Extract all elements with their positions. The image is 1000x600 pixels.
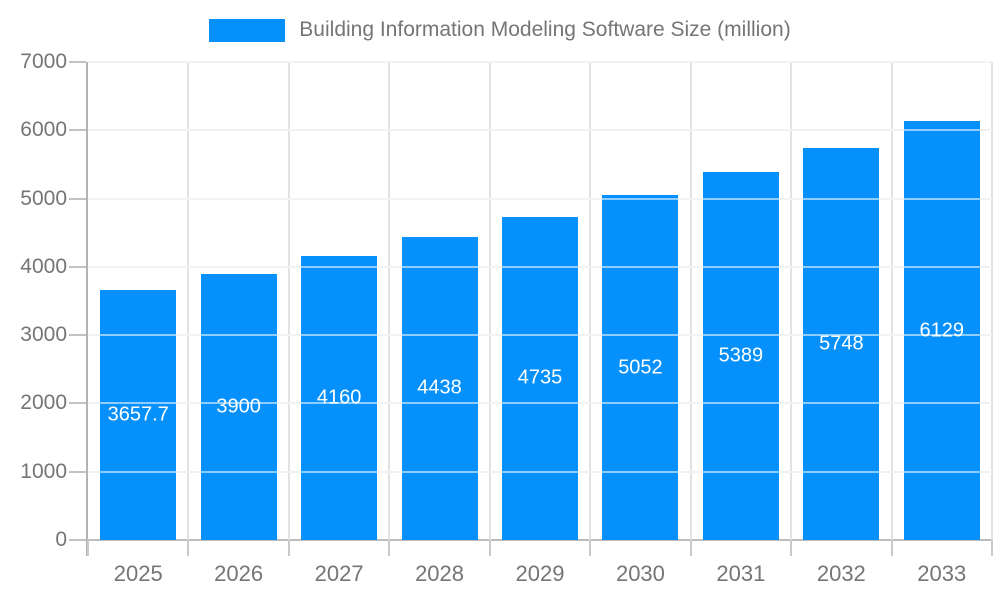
bar-2033[interactable]: 6129 bbox=[903, 121, 980, 540]
gridline-v-2 bbox=[287, 62, 290, 540]
y-axis-tick-0 bbox=[69, 539, 86, 541]
x-axis-tick-7 bbox=[790, 540, 793, 556]
bar-value-label-2033: 6129 bbox=[919, 319, 965, 342]
gridline-v-3 bbox=[388, 62, 391, 540]
x-axis-tick-1 bbox=[187, 540, 190, 556]
gridline-v-4 bbox=[488, 62, 491, 540]
bar-value-label-2029: 4735 bbox=[517, 366, 563, 389]
y-axis-label-5000: 5000 bbox=[20, 186, 67, 210]
bar-2032[interactable]: 5748 bbox=[803, 147, 880, 540]
x-axis-label-2028: 2028 bbox=[415, 561, 465, 586]
bar-2026[interactable]: 3900 bbox=[200, 273, 277, 540]
x-axis-label-2029: 2029 bbox=[515, 561, 565, 586]
gridline-overlay-4000 bbox=[88, 265, 992, 268]
x-axis-label-2031: 2031 bbox=[716, 561, 766, 586]
x-axis-label-2030: 2030 bbox=[615, 561, 665, 586]
y-axis-label-2000: 2000 bbox=[20, 391, 67, 415]
y-axis-tick-4000 bbox=[69, 265, 86, 268]
x-axis-tick-0 bbox=[87, 540, 89, 556]
gridline-v-7 bbox=[790, 62, 793, 540]
gridline-overlay-2000 bbox=[88, 402, 992, 405]
y-axis-tick-3000 bbox=[69, 334, 86, 337]
bar-value-label-2026: 3900 bbox=[216, 395, 261, 418]
bar-value-label-2027: 4160 bbox=[316, 386, 362, 409]
y-axis-label-4000: 4000 bbox=[20, 254, 67, 278]
gridline-v-9 bbox=[991, 62, 993, 540]
bar-value-label-2031: 5389 bbox=[718, 344, 764, 367]
legend-swatch-icon bbox=[209, 18, 286, 42]
bar-value-label-2025: 3657.7 bbox=[107, 403, 169, 426]
y-axis-line bbox=[86, 62, 88, 556]
gridline-overlay-3000 bbox=[88, 334, 992, 337]
bar-2027[interactable]: 4160 bbox=[301, 255, 378, 540]
y-axis-label-7000: 7000 bbox=[20, 50, 67, 73]
bar-value-label-2030: 5052 bbox=[618, 356, 663, 379]
x-axis-label-2025: 2025 bbox=[113, 561, 163, 586]
gridline-v-8 bbox=[890, 62, 893, 540]
y-axis-tick-1000 bbox=[69, 470, 86, 473]
plot-area: 0 1000 2000 3000 4000 5000 6000 7000 2025 2026 202… bbox=[20, 50, 993, 586]
legend-label: Building Information Modeling Software S… bbox=[299, 18, 791, 41]
y-axis-label-6000: 6000 bbox=[20, 118, 67, 142]
gridline-v-1 bbox=[187, 62, 190, 540]
x-axis-tick-6 bbox=[689, 540, 692, 556]
bar-2031[interactable]: 5389 bbox=[702, 172, 779, 540]
y-axis-tick-7000 bbox=[69, 61, 86, 63]
bar-2029[interactable]: 4735 bbox=[502, 216, 578, 540]
bar-2025[interactable]: 3657.7 bbox=[100, 290, 177, 540]
bar-value-label-2032: 5748 bbox=[819, 332, 864, 355]
x-axis-tick-8 bbox=[890, 540, 893, 556]
gridline-overlay-6000 bbox=[88, 129, 992, 132]
gridline-v-5 bbox=[589, 62, 592, 540]
gridline-overlay-5000 bbox=[88, 197, 992, 200]
x-axis-label-2026: 2026 bbox=[214, 561, 264, 586]
x-axis-tick-2 bbox=[287, 540, 290, 556]
y-axis-tick-2000 bbox=[69, 402, 86, 405]
y-axis-label-1000: 1000 bbox=[20, 459, 67, 483]
legend[interactable]: Building Information Modeling Software S… bbox=[0, 18, 1000, 42]
x-axis-tick-5 bbox=[589, 540, 592, 556]
y-axis-label-0: 0 bbox=[55, 528, 67, 551]
gridline-h-0 bbox=[88, 539, 992, 541]
x-axis-tick-3 bbox=[388, 540, 391, 556]
gridline-v-6 bbox=[689, 62, 692, 540]
y-axis-tick-6000 bbox=[69, 129, 86, 132]
x-axis-tick-4 bbox=[488, 540, 491, 556]
x-axis-label-2032: 2032 bbox=[816, 561, 866, 586]
x-axis-label-2033: 2033 bbox=[917, 561, 967, 586]
bar-value-label-2028: 4438 bbox=[417, 376, 462, 399]
y-axis-label-3000: 3000 bbox=[20, 323, 67, 347]
gridline-overlay-1000 bbox=[88, 470, 992, 473]
x-axis-tick-9 bbox=[991, 540, 993, 556]
gridline-overlay-7000 bbox=[88, 61, 992, 63]
bar-2028[interactable]: 4438 bbox=[401, 236, 478, 540]
x-axis-label-2027: 2027 bbox=[314, 561, 364, 586]
bar-2030[interactable]: 5052 bbox=[602, 195, 679, 540]
y-axis-tick-5000 bbox=[69, 197, 86, 200]
